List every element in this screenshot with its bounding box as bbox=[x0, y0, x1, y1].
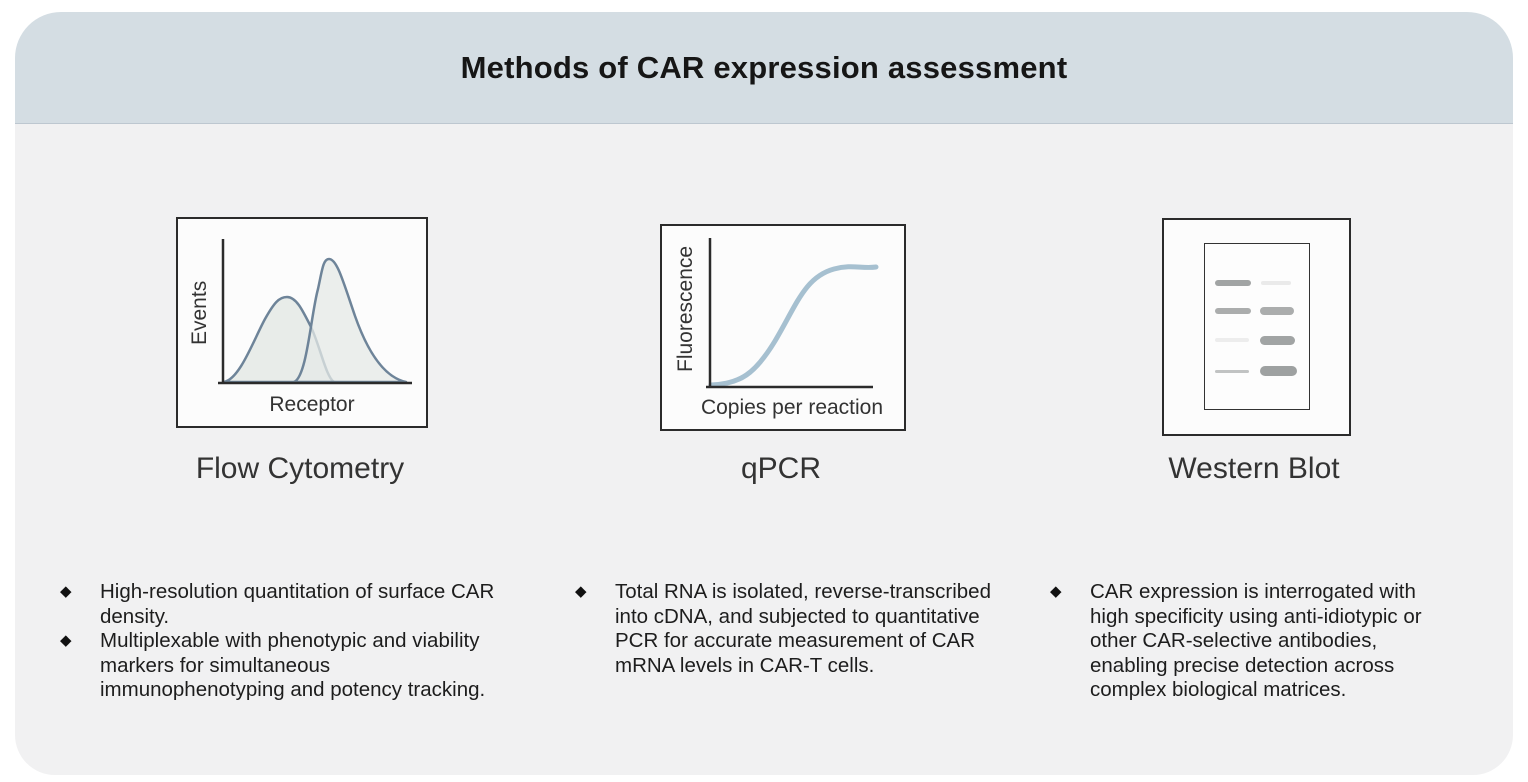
blot-band bbox=[1215, 338, 1249, 342]
list-item: ◆ Multiplexable with phenotypic and viab… bbox=[60, 629, 530, 703]
flow-y-axis-label: Events bbox=[188, 281, 211, 345]
flow-x-axis-label: Receptor bbox=[269, 393, 354, 416]
method-label-flow-cytometry: Flow Cytometry bbox=[195, 452, 405, 485]
flow-peak-large bbox=[292, 257, 408, 384]
blot-band bbox=[1215, 280, 1251, 286]
qpcr-bullets: ◆ Total RNA is isolated, reverse-transcr… bbox=[575, 580, 1015, 678]
diamond-bullet-icon: ◆ bbox=[60, 632, 72, 649]
bullet-text: Multiplexable with phenotypic and viabil… bbox=[100, 629, 486, 701]
western-blot-graphic bbox=[1162, 218, 1351, 436]
header-band: Methods of CAR expression assessment bbox=[15, 12, 1513, 124]
method-label-qpcr: qPCR bbox=[740, 452, 822, 485]
qpcr-amplification-curve bbox=[708, 264, 879, 388]
qpcr-y-axis-label: Fluorescence bbox=[674, 246, 697, 372]
diamond-bullet-icon: ◆ bbox=[575, 583, 587, 600]
flow-cytometry-chart: Events Receptor bbox=[176, 217, 428, 428]
diamond-bullet-icon: ◆ bbox=[60, 583, 72, 600]
page-title: Methods of CAR expression assessment bbox=[460, 49, 1068, 85]
method-label-western-blot: Western Blot bbox=[1168, 452, 1340, 485]
bullet-text: High-resolution quantitation of surface … bbox=[100, 580, 495, 628]
blot-band bbox=[1261, 281, 1291, 285]
list-item: ◆ CAR expression is interrogated with hi… bbox=[1050, 580, 1470, 703]
card-body: Events Receptor Fluorescence Copies per … bbox=[15, 124, 1513, 775]
qpcr-sigmoid-icon: Fluorescence Copies per reaction bbox=[674, 238, 883, 419]
blot-band bbox=[1260, 335, 1295, 345]
blot-band bbox=[1215, 308, 1251, 314]
blot-band bbox=[1215, 369, 1249, 373]
qpcr-x-axis-label: Copies per reaction bbox=[701, 396, 883, 419]
blot-gel bbox=[1204, 243, 1310, 410]
qpcr-chart: Fluorescence Copies per reaction bbox=[660, 224, 906, 431]
diamond-bullet-icon: ◆ bbox=[1050, 583, 1062, 600]
western-blot-bullets: ◆ CAR expression is interrogated with hi… bbox=[1050, 580, 1470, 703]
bullet-text: CAR expression is interrogated with high… bbox=[1090, 580, 1422, 701]
flow-cytometry-histogram-icon: Events Receptor bbox=[188, 239, 412, 416]
blot-band bbox=[1260, 307, 1294, 315]
flow-cytometry-bullets: ◆ High-resolution quantitation of surfac… bbox=[60, 580, 530, 703]
bullet-text: Total RNA is isolated, reverse-transcrib… bbox=[615, 580, 991, 677]
list-item: ◆ High-resolution quantitation of surfac… bbox=[60, 580, 530, 629]
list-item: ◆ Total RNA is isolated, reverse-transcr… bbox=[575, 580, 1015, 678]
blot-band bbox=[1260, 366, 1297, 376]
infographic-card: Methods of CAR expression assessment Eve… bbox=[15, 12, 1513, 775]
